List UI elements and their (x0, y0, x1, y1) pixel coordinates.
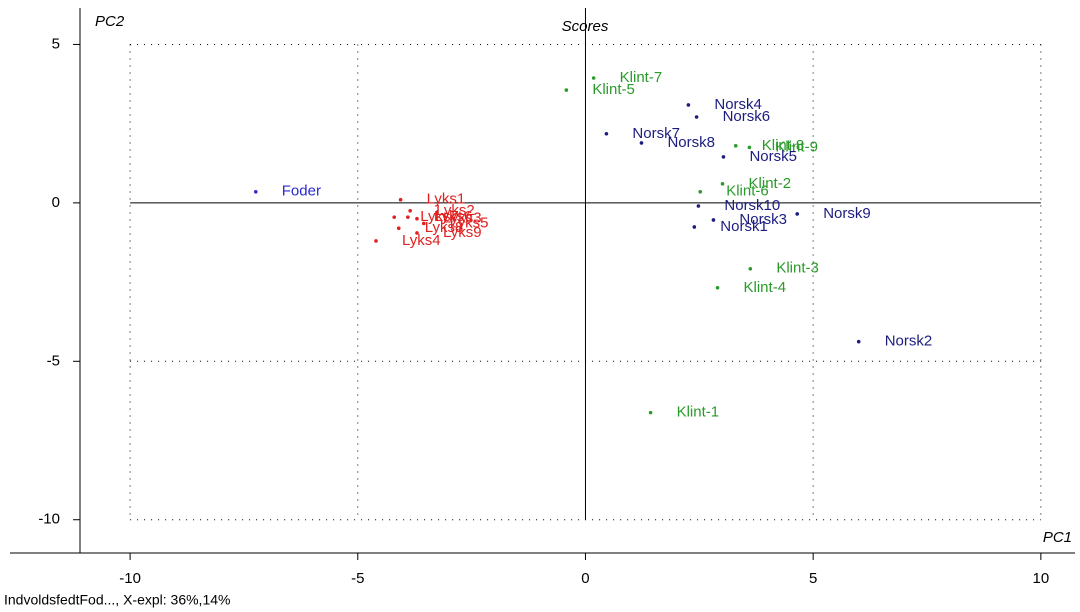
point (406, 215, 410, 219)
x-tick-label: 0 (581, 570, 589, 587)
point (795, 212, 800, 216)
point-label: Norsk1 (720, 218, 768, 235)
point-label: Lyks9 (443, 224, 482, 241)
point (696, 204, 701, 208)
point-label: Foder (282, 183, 321, 200)
point-label: Norsk5 (749, 148, 797, 165)
point (415, 216, 419, 221)
point-label: Klint-9 (775, 138, 818, 155)
point (856, 339, 861, 344)
point-label: Norsk9 (823, 205, 871, 222)
point-label: Norsk3 (739, 211, 787, 228)
point-label: Klint-4 (744, 279, 787, 296)
point-label: Norsk4 (714, 96, 762, 113)
point-label: Lyks5 (450, 214, 489, 231)
point (694, 115, 699, 119)
point (639, 141, 644, 145)
point-label: Lyks8 (425, 219, 464, 236)
point-label: Lyks2 (436, 202, 475, 219)
point (747, 145, 752, 150)
point-label: Klint-8 (762, 137, 805, 154)
point (720, 182, 725, 186)
point-label: Klint-5 (592, 81, 635, 98)
x-tick-label: 5 (809, 570, 817, 587)
point (374, 239, 378, 243)
point (604, 131, 609, 136)
point (648, 410, 653, 415)
point (398, 197, 403, 202)
point-label: Lyks3 (443, 210, 482, 227)
x-axis-label: PC1 (1043, 529, 1072, 546)
y-tick-label: 5 (52, 35, 60, 52)
point-label: Klint-1 (677, 404, 720, 421)
point (748, 266, 753, 271)
point-label: Lyks7 (420, 208, 459, 225)
point (686, 103, 691, 107)
point (396, 226, 401, 231)
point (733, 144, 738, 148)
point-label: Klint-6 (726, 183, 769, 200)
footer: IndvoldsfedtFod..., X-expl: 36%,14% (4, 592, 230, 608)
point-label: Klint-2 (749, 175, 792, 192)
point-label: Norsk10 (724, 197, 780, 214)
point (422, 221, 426, 226)
point (715, 285, 720, 290)
x-tick-label: -10 (119, 570, 141, 587)
point (408, 208, 412, 213)
point-label: Klint-7 (620, 69, 663, 86)
point-label: Lyks1 (427, 191, 466, 208)
point (591, 76, 596, 80)
point (564, 88, 569, 92)
point-label: Lyks4 (402, 232, 441, 249)
point (692, 225, 697, 229)
point-label: Klint-3 (776, 260, 819, 277)
y-tick-label: -10 (38, 511, 60, 528)
point-label: Norsk6 (723, 108, 771, 125)
point (415, 231, 419, 235)
point-label: Norsk7 (632, 125, 680, 142)
point (392, 215, 397, 219)
point (253, 189, 258, 194)
point (698, 189, 703, 194)
x-tick-label: 10 (1033, 570, 1050, 587)
y-axis-label: PC2 (95, 13, 125, 30)
y-tick-label: 0 (52, 194, 60, 211)
point-label: Lyks6 (434, 208, 473, 225)
point (721, 155, 726, 159)
point-label: Norsk8 (667, 134, 715, 151)
point (711, 218, 716, 222)
x-tick-label: -5 (351, 570, 364, 587)
point-label: Norsk2 (885, 333, 933, 350)
y-tick-label: -5 (47, 352, 60, 369)
